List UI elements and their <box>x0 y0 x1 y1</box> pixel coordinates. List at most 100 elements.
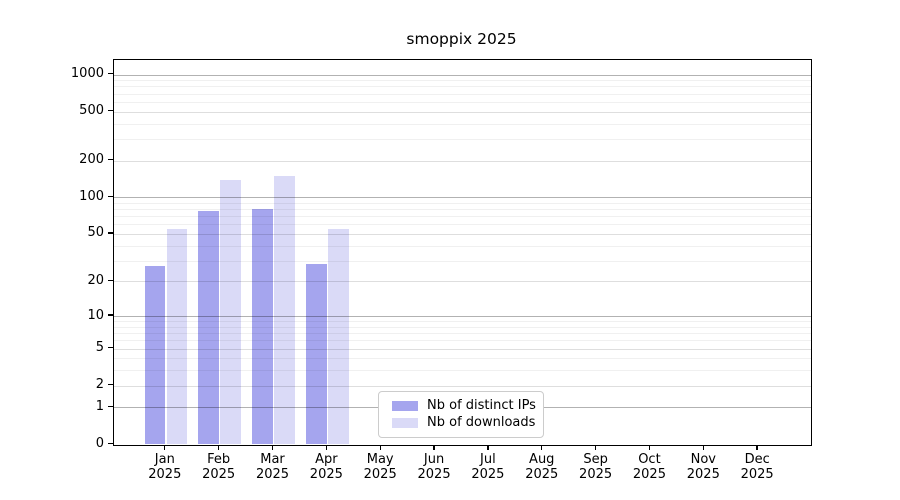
legend-swatch-distinct-ips <box>392 400 418 411</box>
minor-gridline <box>114 209 811 211</box>
x-tick-mark-oct <box>648 444 651 450</box>
x-tick-label-may: May 2025 <box>348 452 412 483</box>
x-tick-year-text: 2025 <box>255 467 290 482</box>
minor-gridline <box>114 340 811 342</box>
x-tick-label-jan: Jan 2025 <box>133 452 197 483</box>
x-tick-year-text: 2025 <box>632 467 666 482</box>
major-gridline-1000 <box>114 74 811 76</box>
minor-gridline <box>114 326 811 328</box>
x-tick-year-text: 2025 <box>740 467 774 482</box>
x-tick-year-text: 2025 <box>525 467 559 482</box>
y-tick-label-50: 50 <box>87 225 104 241</box>
x-tick-year-text: 2025 <box>471 467 505 482</box>
x-tick-month-text: May <box>366 451 394 467</box>
minor-gridline <box>114 101 811 103</box>
y-tick-label-5: 5 <box>95 340 104 356</box>
bar-downloads-mar <box>274 175 295 445</box>
y-tick-label-1: 1 <box>95 398 104 414</box>
x-tick-mark-nov <box>702 444 704 450</box>
minor-gridline <box>114 370 811 372</box>
minor-gridline <box>114 93 811 95</box>
y-tick-label-500: 500 <box>79 103 104 119</box>
x-tick-month-text: Apr <box>315 451 338 467</box>
minor-gridline <box>114 224 811 226</box>
legend-item-downloads: Nb of downloads <box>387 414 535 431</box>
grid-layer <box>114 60 811 445</box>
y-tick-mark-5 <box>108 346 113 349</box>
x-tick-year-text: 2025 <box>363 467 397 482</box>
minor-gridline <box>114 80 811 82</box>
y-tick-label-20: 20 <box>87 272 104 288</box>
x-tick-mark-aug <box>541 444 543 450</box>
x-tick-month-text: Dec <box>744 451 770 467</box>
bar-distinct-ips-mar <box>252 208 273 445</box>
x-tick-year-text: 2025 <box>417 467 451 482</box>
x-tick-mark-mar <box>271 444 274 450</box>
legend-label-distinct-ips: Nb of distinct IPs <box>427 398 536 413</box>
bar-downloads-jan <box>166 228 188 445</box>
x-tick-label-jun: Jun 2025 <box>402 452 466 483</box>
y-tick-mark-100 <box>108 195 113 198</box>
x-tick-label-mar: Mar 2025 <box>241 452 305 483</box>
y-tick-label-200: 200 <box>79 152 104 168</box>
minor-gridline <box>114 138 811 140</box>
y-tick-mark-20 <box>108 279 113 282</box>
x-tick-label-nov: Nov 2025 <box>671 452 735 483</box>
major-gridline-2 <box>114 385 811 387</box>
y-tick-mark-10 <box>108 314 113 316</box>
x-tick-year-text: 2025 <box>579 467 613 482</box>
x-tick-mark-jul <box>487 444 489 450</box>
bar-downloads-apr <box>328 228 349 445</box>
x-tick-label-aug: Aug 2025 <box>510 452 574 483</box>
x-tick-label-oct: Oct 2025 <box>617 452 681 483</box>
x-tick-year-text: 2025 <box>202 467 236 482</box>
x-tick-month-text: Jul <box>480 451 496 467</box>
major-gridline-20 <box>114 281 811 283</box>
major-gridline-200 <box>114 160 811 162</box>
minor-gridline <box>114 86 811 88</box>
y-tick-label-2: 2 <box>95 377 104 393</box>
bar-downloads-feb <box>220 179 241 445</box>
legend-label-downloads: Nb of downloads <box>427 415 536 430</box>
y-tick-label-100: 100 <box>79 188 104 204</box>
x-tick-label-jul: Jul 2025 <box>456 452 520 483</box>
minor-gridline <box>114 321 811 323</box>
x-tick-month-text: Nov <box>690 451 716 467</box>
x-tick-month-text: Oct <box>638 451 661 467</box>
legend-swatch-downloads <box>392 417 418 428</box>
minor-gridline <box>114 358 811 360</box>
major-gridline-50 <box>114 233 811 235</box>
x-tick-month-text: Mar <box>260 451 285 467</box>
x-tick-year-text: 2025 <box>309 467 343 482</box>
major-gridline-5 <box>114 348 811 350</box>
y-tick-label-0: 0 <box>95 436 104 451</box>
bar-distinct-ips-apr <box>306 264 327 445</box>
x-tick-label-sep: Sep 2025 <box>564 452 628 483</box>
x-tick-mark-sep <box>594 444 597 450</box>
y-tick-label-1000: 1000 <box>70 66 104 82</box>
x-tick-label-feb: Feb 2025 <box>187 452 251 483</box>
minor-gridline <box>114 123 811 125</box>
minor-gridline <box>114 216 811 218</box>
x-tick-mark-may <box>379 444 381 450</box>
x-tick-mark-apr <box>325 444 328 450</box>
x-tick-mark-feb <box>217 444 220 450</box>
chart-title: smoppix 2025 <box>406 30 517 48</box>
x-tick-month-text: Aug <box>529 451 555 467</box>
bar-distinct-ips-feb <box>198 210 219 445</box>
minor-gridline <box>114 245 811 247</box>
minor-gridline <box>114 202 811 204</box>
plot-area <box>113 59 812 446</box>
x-tick-mark-jun <box>433 444 435 450</box>
x-tick-mark-jan <box>164 444 166 450</box>
y-tick-mark-2 <box>108 383 113 386</box>
x-tick-month-text: Feb <box>207 451 231 467</box>
y-tick-label-10: 10 <box>87 307 104 323</box>
y-tick-mark-500 <box>108 109 113 112</box>
major-gridline-10 <box>114 316 811 318</box>
legend: Nb of distinct IPs Nb of downloads <box>378 391 544 438</box>
minor-gridline <box>114 260 811 262</box>
y-tick-mark-0 <box>108 442 113 445</box>
bar-distinct-ips-jan <box>144 266 166 445</box>
